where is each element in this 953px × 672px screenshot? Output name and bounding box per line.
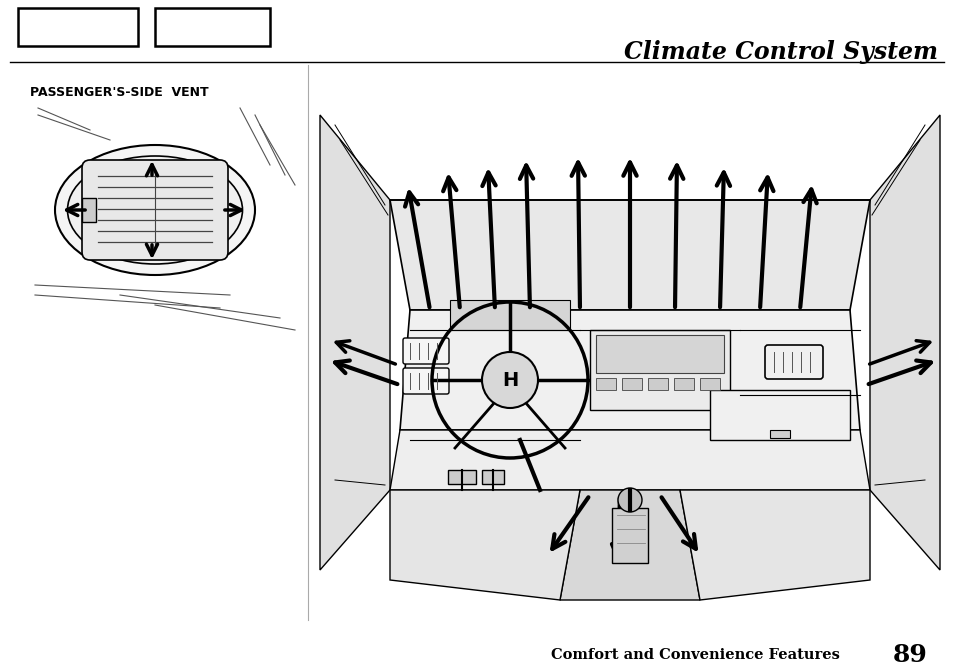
Bar xyxy=(700,378,720,390)
Bar xyxy=(154,8,270,46)
FancyBboxPatch shape xyxy=(764,345,822,379)
Polygon shape xyxy=(390,490,579,600)
Text: H: H xyxy=(501,370,517,390)
Ellipse shape xyxy=(68,156,242,264)
Bar xyxy=(769,430,789,438)
Bar xyxy=(709,390,849,440)
Polygon shape xyxy=(319,115,390,570)
Bar xyxy=(596,335,723,373)
Bar xyxy=(673,378,693,390)
FancyBboxPatch shape xyxy=(82,160,228,260)
Polygon shape xyxy=(390,200,869,310)
Bar xyxy=(621,378,641,390)
Polygon shape xyxy=(390,430,869,490)
Polygon shape xyxy=(399,310,859,430)
Bar xyxy=(448,470,476,484)
Polygon shape xyxy=(869,115,939,570)
Text: Comfort and Convenience Features: Comfort and Convenience Features xyxy=(551,648,840,662)
FancyBboxPatch shape xyxy=(402,368,449,394)
Polygon shape xyxy=(450,300,569,330)
Bar xyxy=(596,378,616,390)
Bar xyxy=(18,8,138,46)
Bar xyxy=(612,508,647,563)
Polygon shape xyxy=(559,490,700,600)
Polygon shape xyxy=(679,490,869,600)
Bar xyxy=(589,330,729,410)
FancyBboxPatch shape xyxy=(402,338,449,364)
Bar xyxy=(82,198,96,222)
Text: Climate Control System: Climate Control System xyxy=(623,40,937,64)
Text: PASSENGER'S-SIDE  VENT: PASSENGER'S-SIDE VENT xyxy=(30,85,209,99)
Ellipse shape xyxy=(55,145,254,275)
Bar xyxy=(647,378,667,390)
Text: 89: 89 xyxy=(892,643,927,667)
Circle shape xyxy=(618,488,641,512)
Circle shape xyxy=(481,352,537,408)
Bar xyxy=(481,470,503,484)
